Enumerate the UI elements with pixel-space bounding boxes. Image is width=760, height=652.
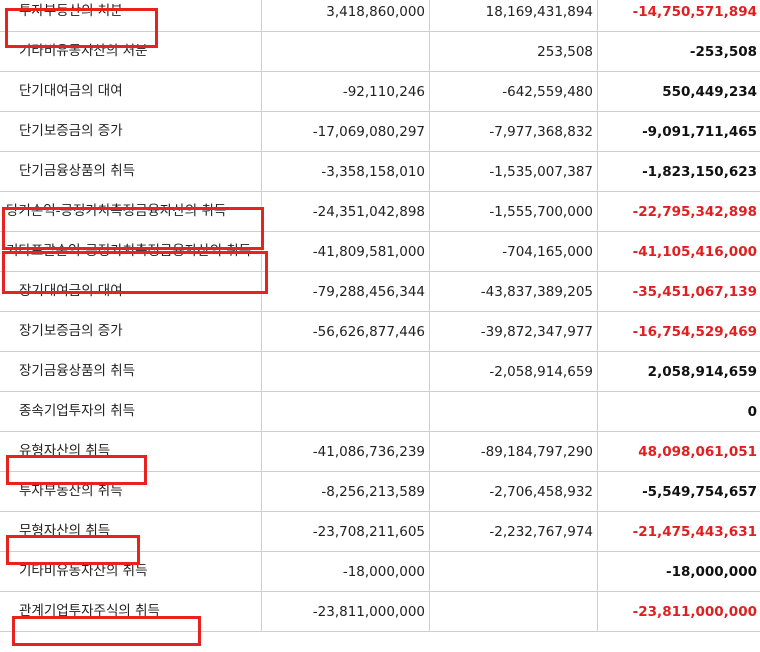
previous-period-value: -7,977,368,832 — [430, 112, 598, 151]
current-period-value: -92,110,246 — [262, 72, 430, 111]
current-period-value: -3,358,158,010 — [262, 152, 430, 191]
table-row: 무형자산의 취득 -23,708,211,605 -2,232,767,974 -21… — [0, 512, 760, 552]
row-label: 기타비유동자산의 처분 — [0, 32, 262, 71]
cashflow-table: 투자부동산의 처분 3,418,860,000 18,169,431,894 -14,… — [0, 0, 760, 632]
difference-value: -253,508 — [689, 43, 757, 60]
row-label: 당기손익-공정가치측정금융자산의 취득 — [0, 192, 262, 231]
table-row: 유형자산의 취득 -41,086,736,239 -89,184,797,290 48… — [0, 432, 760, 472]
previous-period-value: 253,508 — [430, 32, 598, 71]
table-row: 관계기업투자주식의 취득 -23,811,000,000 -23,811,000,0… — [0, 592, 760, 632]
previous-period-value: -704,165,000 — [430, 232, 598, 271]
row-label: 기타포괄손익-공정가치측정금융자산의 취득 — [0, 232, 262, 271]
row-label: 투자부동산의 취득 — [0, 472, 262, 511]
table-row: 단기금융상품의 취득 -3,358,158,010 -1,535,007,387 -1… — [0, 152, 760, 192]
previous-period-value: -1,555,700,000 — [430, 192, 598, 231]
table-row: 단기보증금의 증가 -17,069,080,297 -7,977,368,832 -9… — [0, 112, 760, 152]
difference-value: -41,105,416,000 — [632, 243, 757, 260]
row-label: 관계기업투자주식의 취득 — [0, 592, 262, 631]
row-label: 단기보증금의 증가 — [0, 112, 262, 151]
previous-period-value: -1,535,007,387 — [430, 152, 598, 191]
previous-period-value: -2,058,914,659 — [430, 352, 598, 391]
difference-value: -5,549,754,657 — [642, 483, 757, 500]
table-row: 기타비유동자산의 취득 -18,000,000 -18,000,000 — [0, 552, 760, 592]
table-row: 장기보증금의 증가 -56,626,877,446 -39,872,347,977 -… — [0, 312, 760, 352]
difference-value: -21,475,443,631 — [632, 523, 757, 540]
current-period-value: -41,809,581,000 — [262, 232, 430, 271]
table-row: 장기대여금의 대여 -79,288,456,344 -43,837,389,205 -… — [0, 272, 760, 312]
table-row: 단기대여금의 대여 -92,110,246 -642,559,480 550,449,… — [0, 72, 760, 112]
current-period-value: -18,000,000 — [262, 552, 430, 591]
current-period-value: -79,288,456,344 — [262, 272, 430, 311]
previous-period-value: -2,232,767,974 — [430, 512, 598, 551]
row-label: 단기대여금의 대여 — [0, 72, 262, 111]
current-period-value: -23,811,000,000 — [262, 592, 430, 631]
previous-period-value: -89,184,797,290 — [430, 432, 598, 471]
row-label: 기타비유동자산의 취득 — [0, 552, 262, 591]
difference-value: 2,058,914,659 — [647, 363, 757, 380]
difference-value: -14,750,571,894 — [632, 3, 757, 20]
current-period-value — [262, 32, 430, 71]
difference-value: 550,449,234 — [662, 83, 757, 100]
previous-period-value: 18,169,431,894 — [430, 0, 598, 31]
difference-value: -22,795,342,898 — [632, 203, 757, 220]
previous-period-value — [430, 592, 598, 631]
row-label: 장기대여금의 대여 — [0, 272, 262, 311]
table-row: 종속기업투자의 취득 0 — [0, 392, 760, 432]
difference-value: -9,091,711,465 — [642, 123, 757, 140]
table-row: 당기손익-공정가치측정금융자산의 취득 -24,351,042,898 -1,555… — [0, 192, 760, 232]
row-label: 단기금융상품의 취득 — [0, 152, 262, 191]
previous-period-value — [430, 552, 598, 591]
previous-period-value: -43,837,389,205 — [430, 272, 598, 311]
difference-value: -1,823,150,623 — [642, 163, 757, 180]
table-row: 장기금융상품의 취득 -2,058,914,659 2,058,914,659 — [0, 352, 760, 392]
difference-value: 0 — [747, 403, 757, 420]
current-period-value: -23,708,211,605 — [262, 512, 430, 551]
difference-value: -16,754,529,469 — [632, 323, 757, 340]
row-label: 무형자산의 취득 — [0, 512, 262, 551]
current-period-value — [262, 392, 430, 431]
table-row: 투자부동산의 처분 3,418,860,000 18,169,431,894 -14,… — [0, 0, 760, 32]
current-period-value: 3,418,860,000 — [262, 0, 430, 31]
row-label: 장기보증금의 증가 — [0, 312, 262, 351]
row-label: 유형자산의 취득 — [0, 432, 262, 471]
difference-value: -18,000,000 — [665, 563, 757, 580]
current-period-value: -8,256,213,589 — [262, 472, 430, 511]
current-period-value: -17,069,080,297 — [262, 112, 430, 151]
row-label: 투자부동산의 처분 — [0, 0, 262, 31]
current-period-value — [262, 352, 430, 391]
difference-value: -23,811,000,000 — [632, 603, 757, 620]
table-row: 기타포괄손익-공정가치측정금융자산의 취득 -41,809,581,000 -704… — [0, 232, 760, 272]
row-label: 장기금융상품의 취득 — [0, 352, 262, 391]
current-period-value: -56,626,877,446 — [262, 312, 430, 351]
previous-period-value: -642,559,480 — [430, 72, 598, 111]
previous-period-value — [430, 392, 598, 431]
current-period-value: -24,351,042,898 — [262, 192, 430, 231]
previous-period-value: -39,872,347,977 — [430, 312, 598, 351]
difference-value: -35,451,067,139 — [632, 283, 757, 300]
current-period-value: -41,086,736,239 — [262, 432, 430, 471]
previous-period-value: -2,706,458,932 — [430, 472, 598, 511]
table-row: 투자부동산의 취득 -8,256,213,589 -2,706,458,932 -5,… — [0, 472, 760, 512]
difference-value: 48,098,061,051 — [638, 443, 757, 460]
row-label: 종속기업투자의 취득 — [0, 392, 262, 431]
table-row: 기타비유동자산의 처분 253,508 -253,508 — [0, 32, 760, 72]
